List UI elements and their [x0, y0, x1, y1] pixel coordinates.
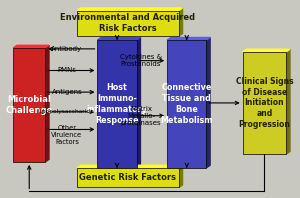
Bar	[243, 52, 286, 154]
Text: Clinical Signs
of Disease
Initiation
and
Progression: Clinical Signs of Disease Initiation and…	[236, 77, 293, 129]
Text: Connective
Tissue and
Bone
Metabolism: Connective Tissue and Bone Metabolism	[160, 83, 213, 125]
Text: PMNs: PMNs	[58, 68, 76, 73]
Polygon shape	[13, 45, 49, 48]
Text: Microbial
Challenge: Microbial Challenge	[6, 95, 53, 115]
Polygon shape	[206, 37, 210, 168]
Text: Lipopolysaccharide: Lipopolysaccharide	[37, 109, 94, 114]
Text: Antigens: Antigens	[52, 89, 82, 95]
Polygon shape	[98, 37, 140, 40]
Bar	[77, 10, 179, 36]
Polygon shape	[179, 165, 182, 188]
Polygon shape	[243, 49, 290, 52]
Bar	[13, 48, 45, 162]
Polygon shape	[77, 8, 182, 10]
Text: Cytokines &
Prostanoids: Cytokines & Prostanoids	[120, 54, 162, 67]
Text: Matrix
Metallo-
proteinases: Matrix Metallo- proteinases	[121, 106, 161, 126]
Polygon shape	[137, 37, 140, 168]
Bar	[98, 40, 137, 168]
Polygon shape	[179, 8, 182, 36]
Text: Environmental and Acquired
Risk Factors: Environmental and Acquired Risk Factors	[60, 13, 196, 33]
Bar	[167, 40, 206, 168]
Polygon shape	[286, 49, 290, 154]
Text: Genetic Risk Factors: Genetic Risk Factors	[80, 173, 176, 182]
Polygon shape	[77, 165, 182, 168]
Bar	[77, 168, 179, 188]
Polygon shape	[45, 45, 49, 162]
Text: Antibody: Antibody	[51, 46, 82, 52]
Text: Other
Virulence
Factors: Other Virulence Factors	[51, 125, 82, 145]
Polygon shape	[167, 37, 210, 40]
Text: Host
Immuno-
inflammatory
Response: Host Immuno- inflammatory Response	[87, 83, 147, 125]
